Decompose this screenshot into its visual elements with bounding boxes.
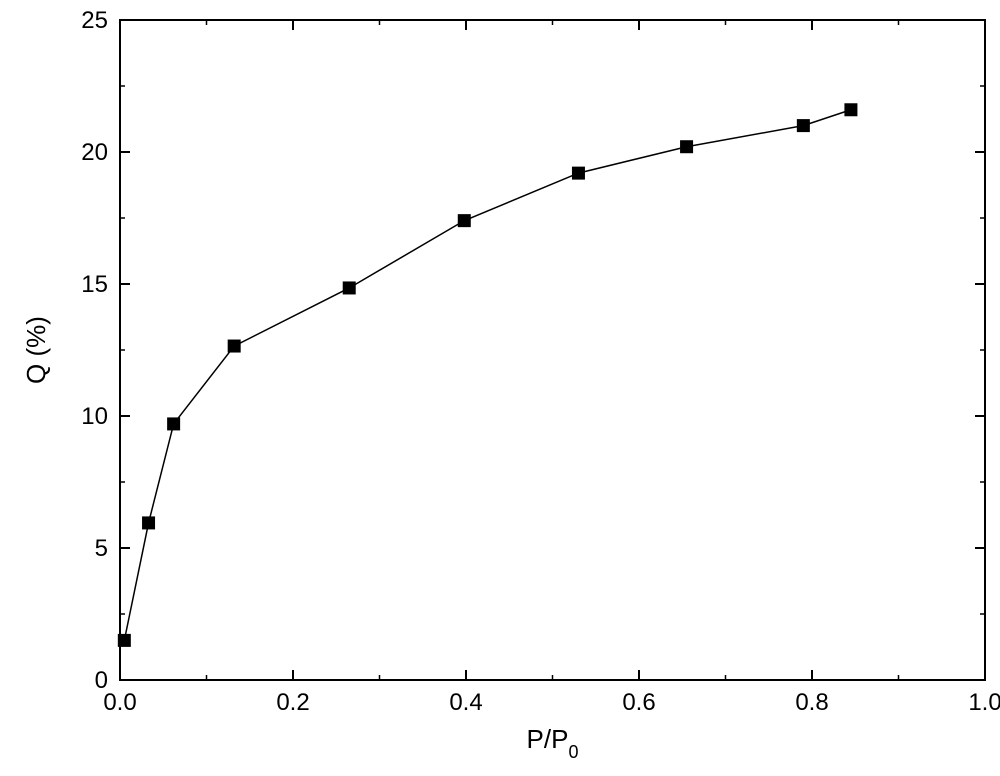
y-tick-label: 15 [81,271,108,298]
chart-container: 0.00.20.40.60.81.00510152025Q (%)P/P0 [0,0,1000,776]
data-marker [143,517,155,529]
data-marker [458,215,470,227]
data-marker [797,120,809,132]
data-marker [681,141,693,153]
data-marker [228,340,240,352]
y-tick-label: 0 [95,667,108,694]
chart-background [0,0,1000,776]
x-tick-label: 0.8 [795,689,828,716]
x-tick-label: 0.6 [622,689,655,716]
y-axis-label: Q (%) [21,316,51,384]
x-tick-label: 1.0 [968,689,1000,716]
x-tick-label: 0.2 [276,689,309,716]
y-tick-label: 20 [81,139,108,166]
data-marker [118,634,130,646]
y-tick-label: 5 [95,535,108,562]
data-marker [572,167,584,179]
x-tick-label: 0.4 [449,689,482,716]
isotherm-chart: 0.00.20.40.60.81.00510152025Q (%)P/P0 [0,0,1000,776]
x-tick-label: 0.0 [103,689,136,716]
data-marker [168,418,180,430]
data-marker [845,104,857,116]
data-marker [343,282,355,294]
y-tick-label: 10 [81,403,108,430]
y-tick-label: 25 [81,7,108,34]
